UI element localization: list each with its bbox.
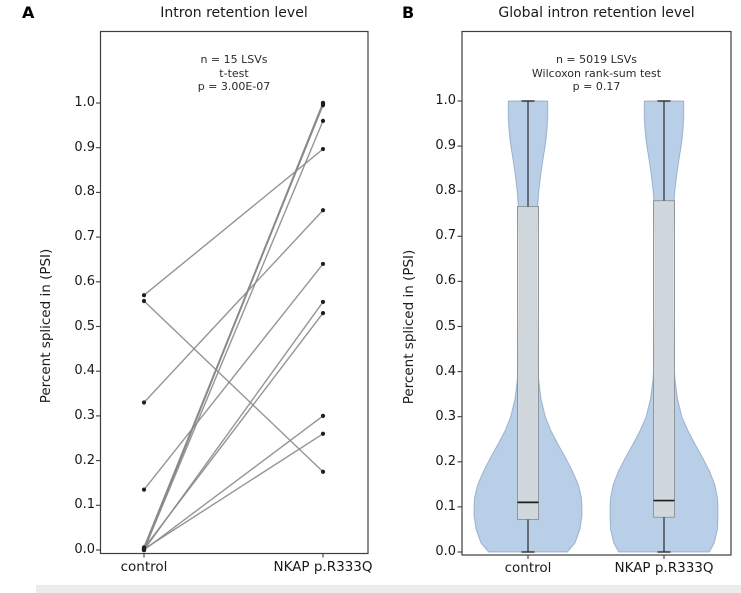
panel-a-title: Intron retention level bbox=[160, 5, 308, 21]
data-point-nkap bbox=[320, 261, 326, 267]
y-tick-label: 0.2 bbox=[74, 452, 95, 468]
data-point-nkap bbox=[320, 310, 326, 316]
pair-line bbox=[143, 433, 324, 550]
panel-a-letter: A bbox=[22, 3, 35, 22]
data-point-nkap bbox=[320, 431, 326, 436]
y-tick-label: 0.5 bbox=[74, 318, 95, 334]
data-point-nkap bbox=[320, 469, 326, 474]
y-tick-label: 0.7 bbox=[74, 229, 95, 245]
data-point-control bbox=[141, 547, 147, 552]
panel-a-ylabel: Percent spliced in (PSI) bbox=[38, 248, 54, 404]
box bbox=[653, 200, 675, 518]
panel-b-annotation-p: p = 0.17 bbox=[572, 80, 621, 93]
panel-a-annotation-test: t-test bbox=[219, 66, 249, 80]
pair-line bbox=[143, 209, 324, 403]
pair-line bbox=[143, 263, 324, 491]
y-tick-label: 0.9 bbox=[74, 139, 95, 155]
panel-b-annotation-test: Wilcoxon rank-sum test bbox=[531, 66, 662, 80]
data-point-nkap bbox=[320, 208, 326, 213]
pair-line bbox=[143, 120, 324, 551]
y-tick-label: 0.3 bbox=[74, 407, 95, 423]
pair-line bbox=[143, 415, 324, 551]
y-tick-label: 0.5 bbox=[435, 318, 456, 334]
data-point-nkap bbox=[320, 146, 326, 152]
pair-line bbox=[143, 103, 324, 549]
data-point-control bbox=[141, 298, 147, 304]
data-point-control bbox=[141, 293, 147, 298]
y-tick-label: 0.8 bbox=[435, 183, 456, 199]
y-tick-label: 0.9 bbox=[435, 138, 456, 154]
y-tick-label: 0.0 bbox=[74, 542, 95, 557]
data-point-control bbox=[141, 400, 147, 405]
y-tick-label: 0.2 bbox=[435, 453, 456, 469]
pair-line bbox=[143, 300, 324, 473]
data-point-nkap bbox=[320, 118, 326, 123]
x-tick-label: NKAP p.R333Q bbox=[273, 559, 373, 575]
data-point-nkap bbox=[320, 101, 326, 106]
panel-b-annotation: n = 5019 LSVs Wilcoxon rank-sum test p =… bbox=[462, 53, 731, 94]
box bbox=[517, 206, 539, 521]
data-point-control bbox=[141, 487, 147, 492]
axes-frame bbox=[461, 30, 732, 556]
panel-a-annotation-n: n = 15 LSVs bbox=[200, 53, 268, 66]
y-tick-label: 1.0 bbox=[435, 93, 456, 108]
panel-b-annotation-n: n = 5019 LSVs bbox=[555, 53, 638, 66]
panel-b-title: Global intron retention level bbox=[498, 5, 695, 21]
panel-b-ylabel: Percent spliced in (PSI) bbox=[401, 249, 417, 405]
bottom-artifact-strip bbox=[36, 584, 741, 593]
panel-a-annotation: n = 15 LSVs t-test p = 3.00E-07 bbox=[100, 53, 368, 94]
y-tick-label: 0.1 bbox=[435, 498, 456, 514]
y-tick-label: 1.0 bbox=[74, 95, 95, 110]
pair-line bbox=[143, 148, 324, 296]
y-tick-label: 0.4 bbox=[435, 363, 456, 379]
data-point-nkap bbox=[320, 413, 326, 418]
y-tick-label: 0.6 bbox=[435, 273, 456, 289]
x-tick-label: control bbox=[120, 559, 168, 575]
x-tick-label: control bbox=[504, 560, 552, 576]
pair-line bbox=[143, 312, 324, 549]
y-tick-label: 0.0 bbox=[435, 544, 456, 559]
panel-b-letter: B bbox=[402, 3, 415, 22]
panel-a-annotation-p: p = 3.00E-07 bbox=[197, 80, 271, 93]
y-tick-label: 0.1 bbox=[74, 497, 95, 513]
y-tick-label: 0.4 bbox=[74, 363, 95, 379]
y-tick-label: 0.7 bbox=[435, 228, 456, 244]
y-tick-label: 0.3 bbox=[435, 408, 456, 424]
y-tick-label: 0.6 bbox=[74, 273, 95, 289]
data-point-nkap bbox=[320, 299, 326, 305]
axes-frame bbox=[99, 30, 369, 555]
y-tick-label: 0.8 bbox=[74, 184, 95, 200]
x-tick-label: NKAP p.R333Q bbox=[614, 560, 714, 576]
